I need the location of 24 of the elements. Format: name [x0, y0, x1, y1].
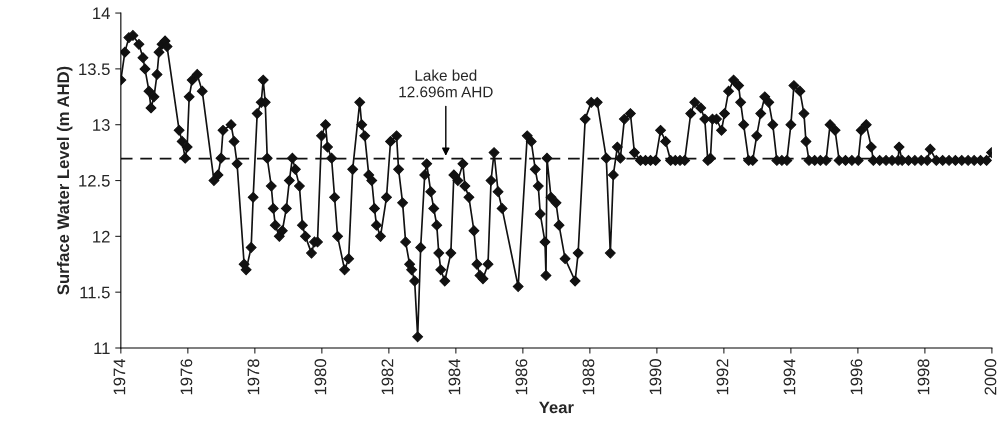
x-tick-label: 1996 [850, 359, 863, 395]
x-tick-label: 1984 [448, 358, 461, 395]
y-tick-label: 11 [94, 342, 110, 355]
y-tick-label: 12 [93, 230, 110, 243]
x-axis-title: Year [539, 401, 574, 414]
x-tick-label: 1988 [582, 359, 595, 395]
y-tick-label: 14 [93, 7, 110, 20]
y-axis-title: Surface Water Level (m AHD) [56, 66, 73, 295]
x-tick-label: 1986 [515, 359, 528, 395]
x-tick-label: 1980 [314, 359, 327, 395]
x-tick-label: 1992 [716, 359, 729, 395]
annotation: Lake bed 12.696m AHD [399, 69, 493, 98]
x-tick-label: 1990 [649, 359, 662, 395]
y-tick-label: 12.5 [79, 174, 110, 187]
x-tick-label: 1994 [783, 358, 796, 395]
x-tick-label: 1974 [113, 358, 126, 395]
x-tick-label: 1976 [180, 359, 193, 395]
x-tick-label: 2000 [984, 359, 997, 395]
x-tick-label: 1982 [381, 359, 394, 395]
y-tick-label: 13 [93, 119, 110, 131]
y-tick-label: 13.5 [79, 63, 110, 76]
x-tick-label: 1998 [917, 359, 930, 395]
y-tick-label: 11.5 [80, 286, 110, 299]
x-tick-label: 1978 [247, 359, 260, 395]
